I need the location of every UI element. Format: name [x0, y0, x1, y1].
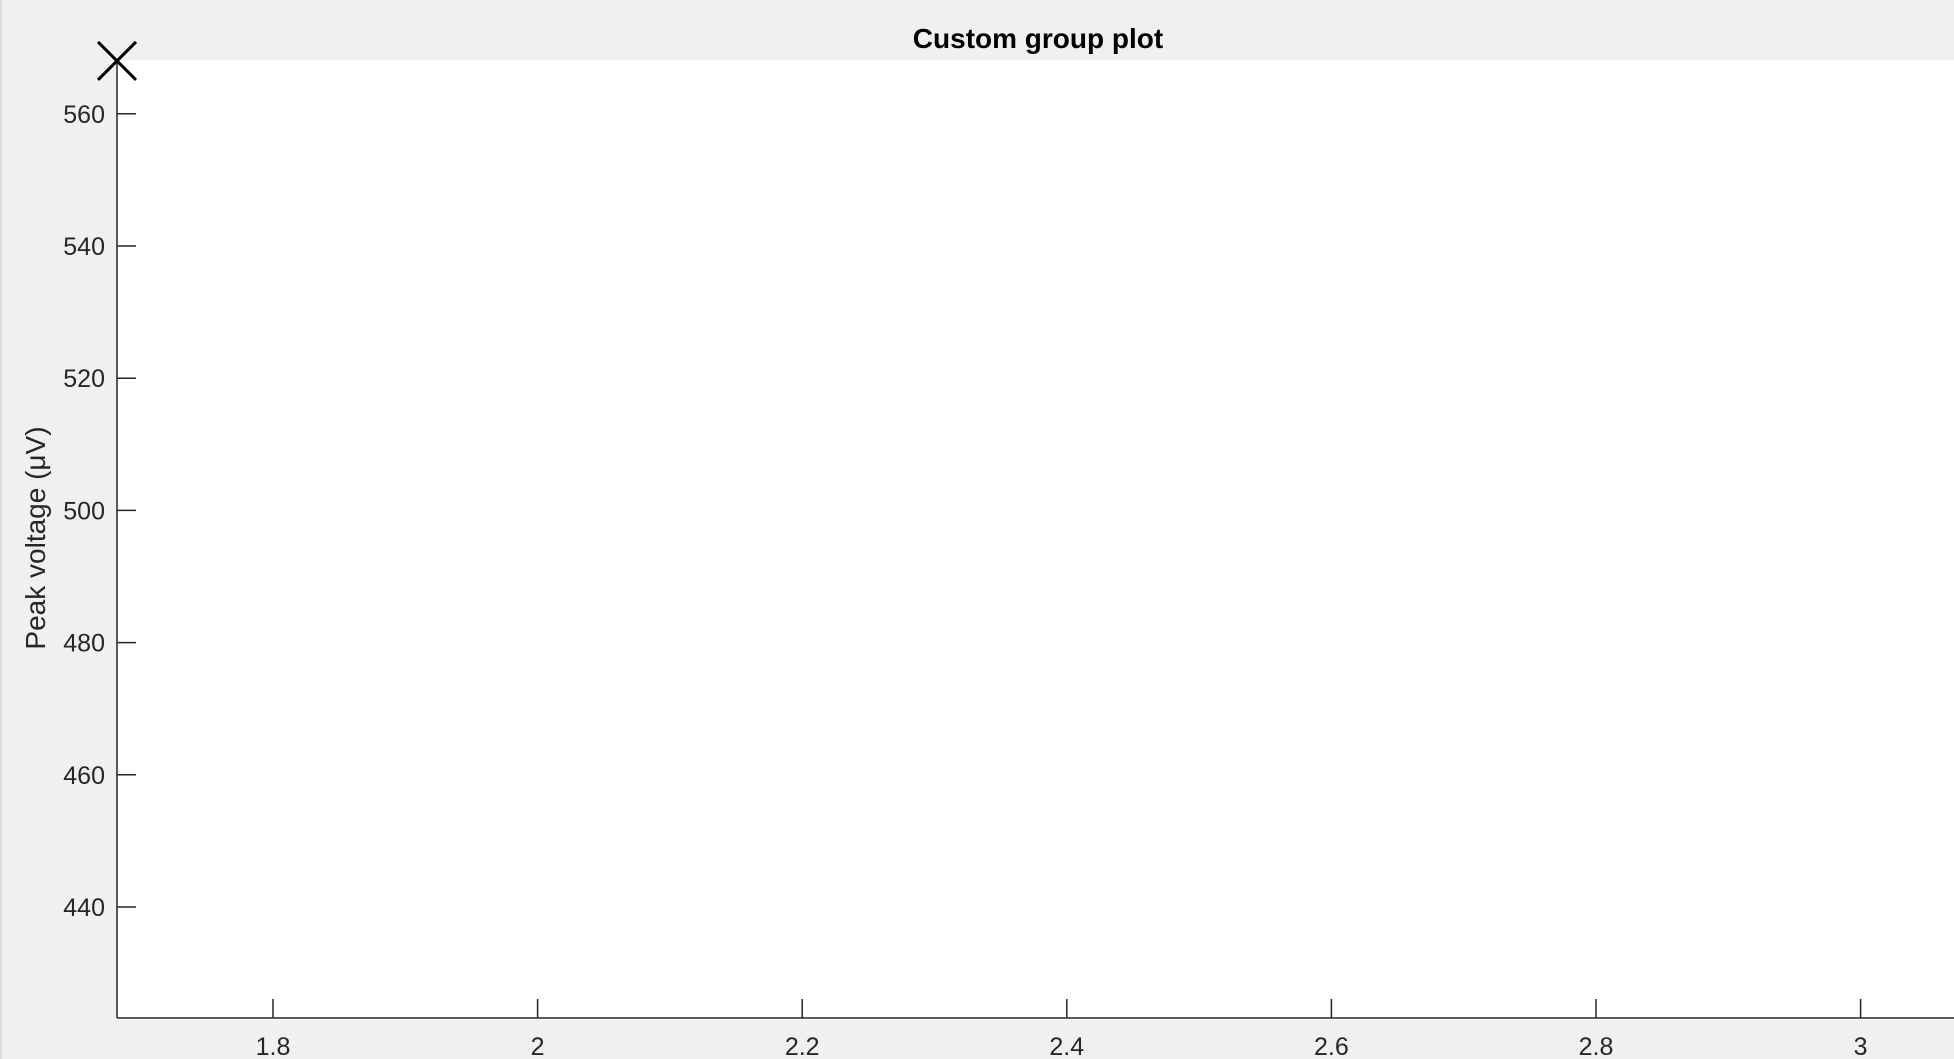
- y-tick-label: 440: [63, 894, 105, 922]
- marker-stroke: [96, 40, 138, 81]
- y-axis-label: Peak voltage (μV): [20, 426, 51, 649]
- y-tick-label: 560: [63, 101, 105, 129]
- x-tick-label: 2.6: [1314, 1033, 1349, 1059]
- data-marks: [96, 40, 138, 81]
- y-tick-label: 500: [63, 497, 105, 525]
- data-point-x-marker: [96, 40, 138, 81]
- x-tick-label: 3: [1854, 1033, 1868, 1059]
- x-tick-label: 2: [531, 1033, 545, 1059]
- x-tick-label: 2.4: [1049, 1033, 1084, 1059]
- axes-group: 440 460 480 500 520 540 560 1.8 2 2.2 2.4 2.6 2.8 3: [63, 60, 1954, 1059]
- window-edge: [0, 0, 2, 1059]
- x-tick-label: 2.8: [1579, 1033, 1614, 1059]
- axes-background: [117, 60, 1954, 1020]
- chart-title: Custom group plot: [913, 23, 1163, 54]
- y-tick-label: 540: [63, 233, 105, 261]
- y-tick-label: 460: [63, 762, 105, 790]
- x-tick-label: 1.8: [256, 1033, 291, 1059]
- y-tick-label: 520: [63, 365, 105, 393]
- y-tick-label: 480: [63, 630, 105, 658]
- x-tick-label: 2.2: [785, 1033, 820, 1059]
